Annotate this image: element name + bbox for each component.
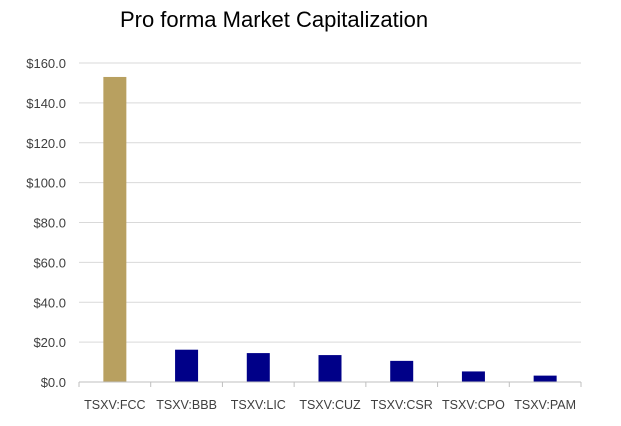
x-tick-label: TSXV:BBB bbox=[156, 398, 217, 412]
bar-tsxv-csr bbox=[390, 360, 414, 382]
x-tick-label: TSXV:FCC bbox=[84, 398, 145, 412]
x-axis-category-labels: TSXV:FCC TSXV:BBB TSXV:LIC TSXV:CUZ TSXV:CSR… bbox=[84, 398, 576, 412]
bars bbox=[103, 76, 557, 383]
y-tick-label: $120.0 bbox=[26, 136, 66, 151]
bar-tsxv-pam bbox=[533, 375, 557, 382]
y-tick-label: $80.0 bbox=[33, 216, 66, 231]
y-tick-label: $20.0 bbox=[33, 335, 66, 350]
bar-tsxv-cpo bbox=[461, 371, 485, 382]
y-tick-label: $140.0 bbox=[26, 96, 66, 111]
y-tick-label: $0.0 bbox=[41, 375, 66, 390]
chart-title: Pro forma Market Capitalization bbox=[120, 7, 428, 32]
x-tick-label: TSXV:CSR bbox=[371, 398, 433, 412]
x-tick-label: TSXV:CPO bbox=[442, 398, 505, 412]
gridlines bbox=[79, 62, 581, 343]
y-tick-label: $40.0 bbox=[33, 295, 66, 310]
bar-tsxv-fcc bbox=[103, 76, 127, 383]
bar-tsxv-lic bbox=[246, 353, 270, 382]
x-axis-ticks bbox=[78, 382, 582, 387]
y-tick-label: $60.0 bbox=[33, 255, 66, 270]
bar-tsxv-bbb bbox=[175, 349, 199, 382]
y-tick-label: $100.0 bbox=[26, 176, 66, 191]
y-tick-label: $160.0 bbox=[26, 56, 66, 71]
x-tick-label: TSXV:CUZ bbox=[299, 398, 361, 412]
bar-tsxv-cuz bbox=[318, 355, 342, 382]
y-axis-tick-labels: $0.0 $20.0 $40.0 $60.0 $80.0 $100.0 $120.0 $140… bbox=[26, 56, 66, 390]
x-tick-label: TSXV:PAM bbox=[514, 398, 576, 412]
x-tick-label: TSXV:LIC bbox=[231, 398, 286, 412]
